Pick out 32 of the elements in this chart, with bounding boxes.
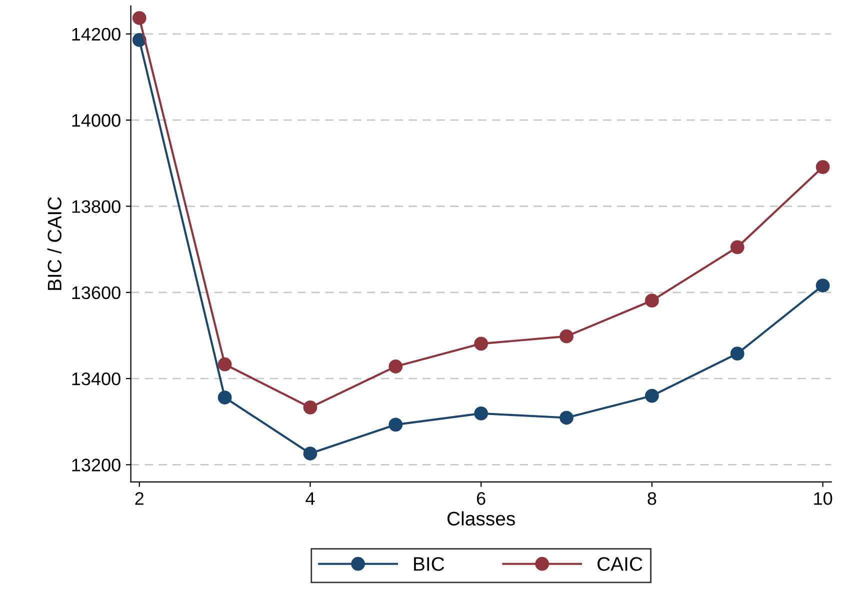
point [644, 294, 659, 308]
x-tick-label: 4 [306, 492, 315, 505]
point [218, 390, 232, 404]
point [388, 418, 403, 432]
y-tick-label: 13800 [72, 200, 120, 213]
y-tick-label: 13200 [72, 458, 120, 472]
y-tick-label: 13400 [72, 372, 120, 386]
x-tick-label: 10 [814, 492, 832, 505]
x-tick-label: 2 [135, 492, 144, 505]
point [474, 406, 488, 420]
point [303, 446, 318, 460]
point [303, 400, 318, 414]
point [816, 278, 830, 292]
point [474, 336, 488, 351]
legend-label: CAIC [598, 557, 642, 571]
point [388, 360, 403, 374]
point [644, 388, 659, 403]
point [730, 240, 744, 254]
point [132, 11, 146, 25]
point [730, 346, 744, 361]
y-tick-label: 14200 [72, 28, 120, 41]
point [816, 160, 830, 174]
x-axis-title: Classes [447, 511, 515, 526]
y-tick-label: 13600 [72, 286, 120, 300]
legend-label: BIC [414, 557, 444, 571]
point [560, 410, 574, 425]
x-tick-label: 6 [476, 492, 486, 505]
point [560, 329, 574, 344]
x-tick-label: 8 [648, 492, 656, 505]
point [218, 357, 232, 372]
y-tick-label: 14000 [72, 114, 120, 127]
y-axis-title: BIC / CAIC [47, 197, 62, 290]
